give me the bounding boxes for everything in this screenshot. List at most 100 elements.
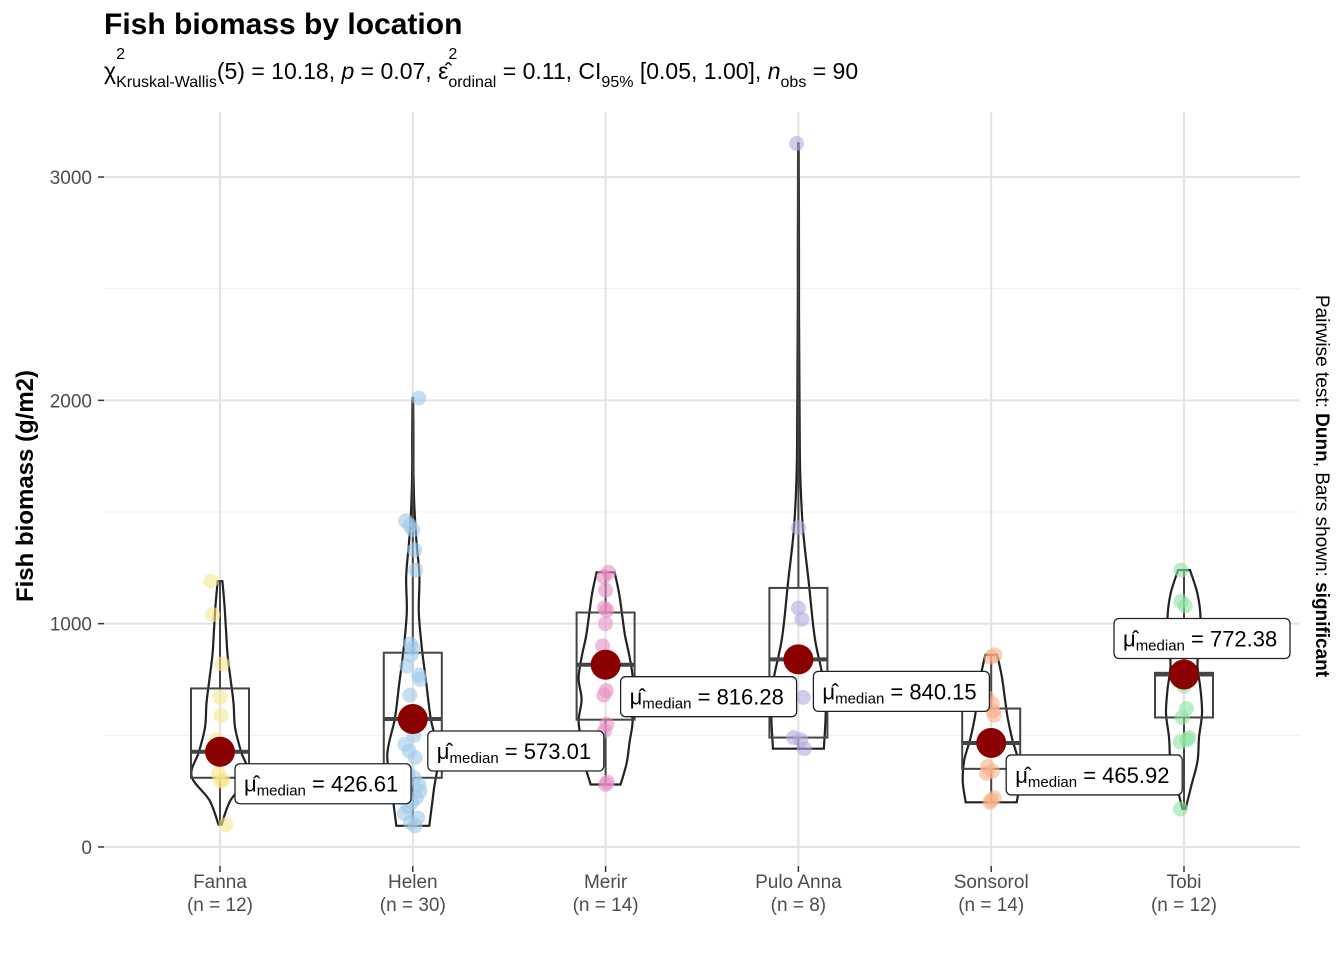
data-point bbox=[1172, 734, 1188, 750]
subtitle-chi: χ bbox=[104, 58, 117, 84]
data-point bbox=[212, 689, 228, 705]
data-point bbox=[203, 573, 219, 589]
chart-title: Fish biomass by location bbox=[104, 8, 463, 41]
x-tick-label: Helen bbox=[388, 872, 438, 893]
median-label-text: μ̂median = 816.28 bbox=[630, 685, 784, 713]
data-point bbox=[982, 794, 998, 810]
data-point bbox=[411, 390, 427, 406]
median-label-text: μ̂median = 426.61 bbox=[244, 772, 398, 800]
caption-prefix: Pairwise test: bbox=[1311, 295, 1332, 413]
data-point bbox=[1172, 801, 1188, 817]
median-label-text: μ̂median = 772.38 bbox=[1123, 627, 1277, 655]
data-point bbox=[1174, 709, 1190, 725]
median-point bbox=[1169, 659, 1199, 690]
x-tick-label: Fanna bbox=[193, 872, 247, 893]
violin-tobi bbox=[1164, 569, 1204, 811]
data-point bbox=[213, 773, 229, 789]
data-point bbox=[596, 687, 612, 703]
data-point bbox=[407, 542, 423, 558]
x-tick-count: (n = 12) bbox=[1151, 895, 1217, 916]
data-point bbox=[214, 656, 230, 672]
plot-background bbox=[104, 112, 1300, 866]
median-point bbox=[205, 736, 235, 767]
median-point bbox=[976, 727, 1007, 758]
subtitle-chi-sup: 2 bbox=[116, 46, 125, 63]
median-label: μ̂median = 840.15 bbox=[812, 670, 991, 713]
median-label-text: μ̂median = 840.15 bbox=[822, 679, 976, 707]
median-label-box bbox=[619, 676, 798, 718]
median-label-box bbox=[1005, 754, 1183, 796]
data-point bbox=[407, 750, 423, 766]
x-tick-label: Tobi bbox=[1167, 872, 1202, 893]
data-point bbox=[598, 582, 614, 598]
subtitle-ci-sub: 95% bbox=[601, 74, 634, 91]
data-point bbox=[402, 687, 418, 703]
median-label-layer: μ̂median = 426.61 μ̂median = 573.01 μ̂medi… bbox=[234, 617, 1291, 805]
subtitle-ci-value: [0.05, 1.00], bbox=[633, 58, 768, 84]
median-point bbox=[783, 644, 814, 675]
data-point bbox=[796, 741, 812, 757]
median-label-box bbox=[812, 670, 991, 713]
violin-fanna bbox=[190, 580, 250, 826]
x-tick-label: Merir bbox=[584, 872, 628, 893]
x-tick-label: Sonsorol bbox=[954, 872, 1029, 893]
x-tick-count: (n = 14) bbox=[573, 895, 639, 916]
x-tick-label: Pulo Anna bbox=[755, 872, 842, 893]
y-axis: 0 1000 2000 3000 bbox=[50, 168, 104, 859]
x-tick-count: (n = 14) bbox=[958, 895, 1024, 916]
y-tick-label: 1000 bbox=[50, 615, 92, 636]
subtitle-eps-sup: 2 bbox=[448, 46, 458, 63]
subtitle-n-label: n bbox=[767, 58, 781, 84]
subtitle-eps-value: = 0.11, CI bbox=[496, 58, 602, 84]
subtitle-p-label: p bbox=[341, 58, 355, 84]
subtitle-chi-sub: Kruskal-Wallis bbox=[116, 74, 217, 91]
data-point bbox=[983, 649, 999, 665]
data-point bbox=[1173, 562, 1189, 578]
median-point bbox=[397, 704, 428, 735]
caption-shown: significant bbox=[1311, 582, 1332, 678]
data-point bbox=[596, 569, 612, 585]
subtitle-n-sub: obs bbox=[780, 74, 807, 91]
data-point bbox=[205, 607, 221, 623]
caption-middle: , Bars shown: bbox=[1311, 462, 1332, 582]
median-label: μ̂median = 772.38 bbox=[1113, 617, 1291, 660]
subtitle-n-value: = 90 bbox=[806, 58, 859, 84]
grid-layer bbox=[104, 112, 1300, 866]
subtitle-df-stat: (5) = 10.18, bbox=[216, 58, 342, 84]
median-label: μ̂median = 816.28 bbox=[619, 676, 798, 718]
data-point bbox=[1177, 598, 1193, 614]
data-point bbox=[795, 689, 811, 705]
median-label: μ̂median = 465.92 bbox=[1005, 754, 1183, 796]
data-point bbox=[408, 562, 424, 578]
data-point bbox=[789, 136, 805, 151]
data-point bbox=[407, 818, 423, 834]
data-point bbox=[598, 776, 614, 792]
y-axis-title: Fish biomass (g/m2) bbox=[12, 370, 39, 602]
median-label-text: μ̂median = 465.92 bbox=[1015, 763, 1169, 791]
data-point bbox=[794, 611, 810, 627]
data-point bbox=[598, 616, 614, 632]
right-caption: Pairwise test: Dunn, Bars shown: signifi… bbox=[1311, 295, 1332, 678]
data-point bbox=[405, 522, 421, 538]
data-point bbox=[218, 817, 234, 833]
median-label-box bbox=[234, 763, 412, 805]
median-point bbox=[590, 649, 621, 680]
y-tick-label: 2000 bbox=[50, 391, 92, 412]
median-label: μ̂median = 426.61 bbox=[234, 763, 412, 805]
subtitle-p-value: = 0.07, bbox=[354, 58, 439, 84]
data-point bbox=[399, 658, 415, 674]
chart-subtitle: χ 2 Kruskal-Wallis(5) = 10.18, p = 0.07, ε… bbox=[104, 46, 859, 91]
caption-test: Dunn bbox=[1311, 413, 1332, 462]
x-tick-count: (n = 8) bbox=[771, 895, 826, 916]
data-point bbox=[986, 707, 1002, 723]
subtitle-eps: ε̂ bbox=[438, 58, 449, 84]
data-point bbox=[213, 707, 229, 723]
median-layer bbox=[205, 644, 1199, 767]
data-point bbox=[790, 520, 806, 536]
data-point bbox=[978, 765, 994, 781]
y-tick-label: 3000 bbox=[50, 168, 92, 189]
median-label-box bbox=[1113, 617, 1291, 660]
data-point bbox=[599, 602, 615, 618]
x-tick-count: (n = 12) bbox=[187, 895, 253, 916]
